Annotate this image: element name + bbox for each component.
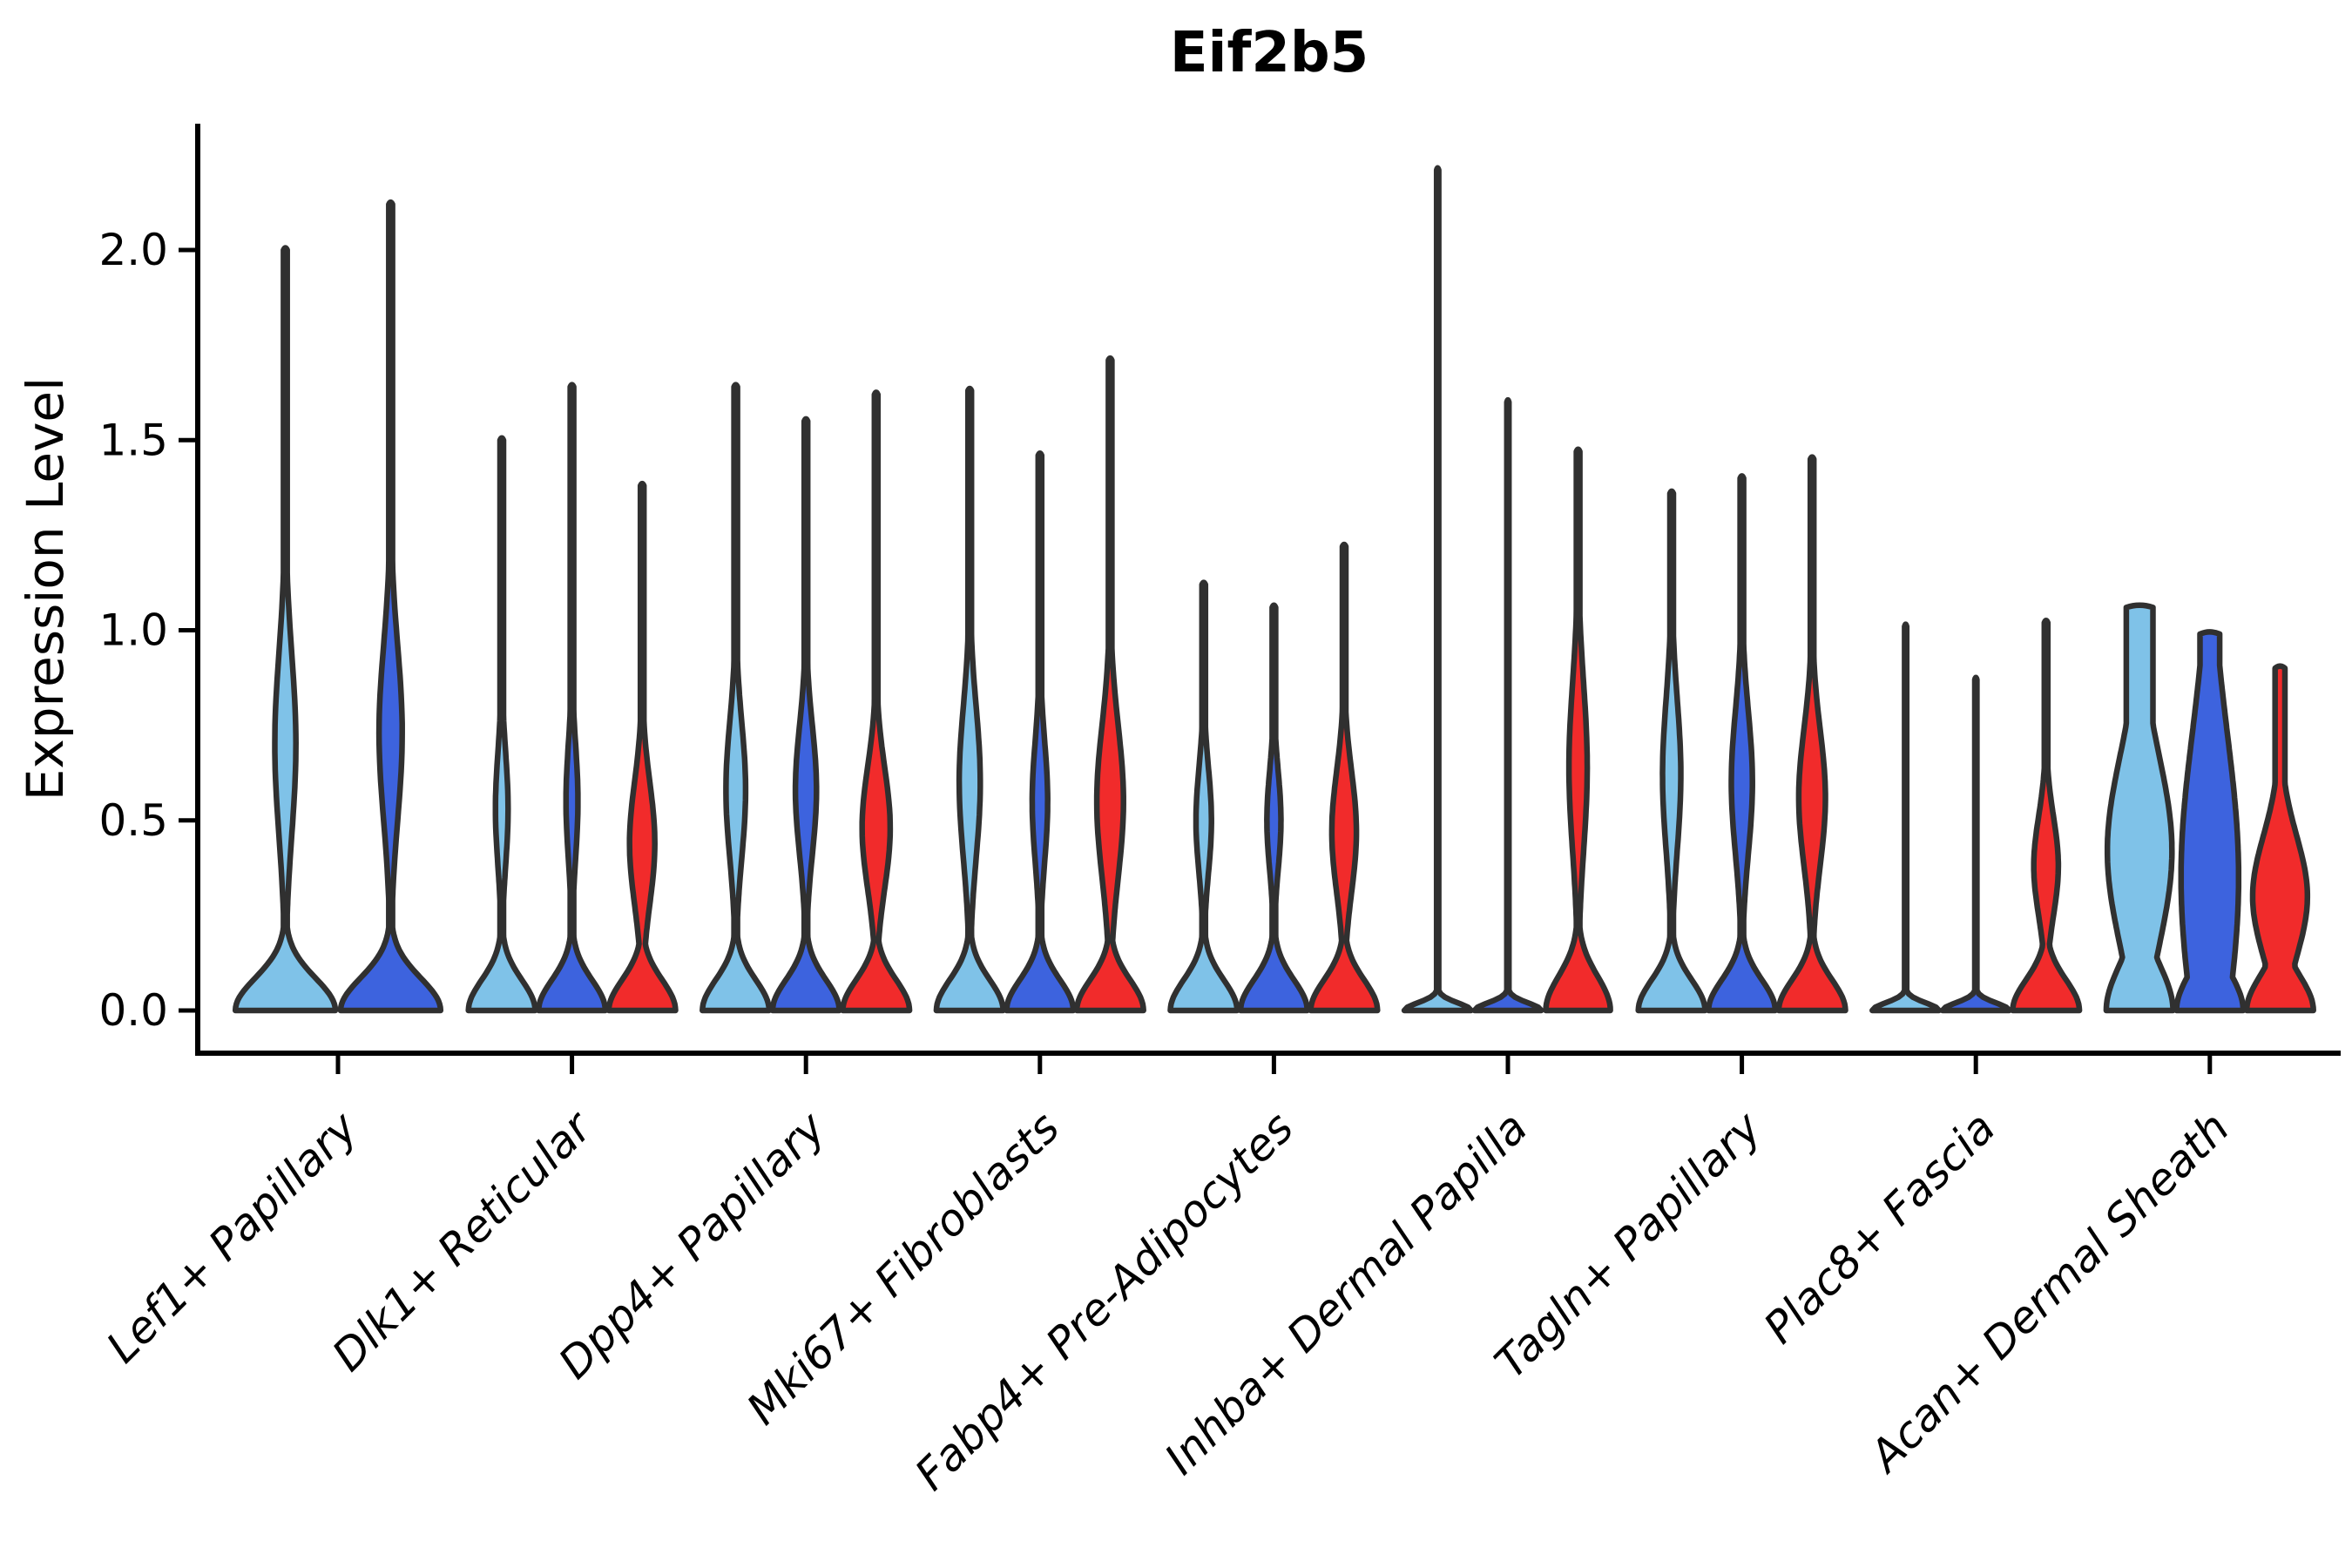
violin-plac8-fascia-s0 (1869, 621, 1943, 1014)
violin-mki67-fibroblasts-s2 (1073, 355, 1146, 1014)
violin-mki67-fibroblasts-s0 (933, 385, 1006, 1014)
violin-acan-dermal-sheath-s1 (2173, 629, 2247, 1014)
violin-tagln-papillary-s2 (1775, 454, 1848, 1014)
violin-dlk1-reticular-s2 (605, 480, 679, 1014)
violin-plac8-fascia-s2 (2010, 618, 2083, 1014)
violin-dpp4-papillary-s0 (700, 382, 773, 1014)
chart-title: Eif2b5 (1170, 21, 1369, 85)
violin-dpp4-papillary-s2 (840, 389, 913, 1014)
violin-shapes (232, 165, 2316, 1014)
violin-mki67-fibroblasts-s1 (1004, 450, 1077, 1014)
violin-lef1-papillary-s1 (337, 199, 444, 1014)
violin-fabp4-pre-adipocytes-s0 (1167, 579, 1240, 1014)
violin-fabp4-pre-adipocytes-s2 (1308, 541, 1381, 1014)
axis-spines (195, 124, 2341, 1056)
violin-inhba-dermal-papilla-s2 (1543, 446, 1613, 1014)
violin-acan-dermal-sheath-s0 (2103, 602, 2176, 1014)
y-tick-labels: 0.0 0.5 1.0 1.5 2.0 (98, 225, 168, 1036)
violin-inhba-dermal-papilla-s0 (1401, 165, 1474, 1014)
violin-dlk1-reticular-s0 (465, 435, 538, 1014)
axes (179, 124, 2341, 1074)
y-tick-label: 0.0 (98, 985, 168, 1036)
violin-tagln-papillary-s0 (1635, 488, 1708, 1014)
violin-acan-dermal-sheath-s2 (2243, 663, 2316, 1014)
y-tick-label: 1.5 (98, 415, 168, 465)
violin-inhba-dermal-papilla-s1 (1471, 396, 1544, 1014)
violin-fabp4-pre-adipocytes-s1 (1237, 602, 1310, 1014)
violin-dpp4-papillary-s1 (769, 416, 842, 1014)
y-tick-label: 2.0 (98, 225, 168, 275)
y-tick-label: 0.5 (98, 795, 168, 846)
violin-plac8-fascia-s1 (1939, 674, 2012, 1014)
y-tick-label: 1.0 (98, 605, 168, 656)
violin-tagln-papillary-s1 (1706, 473, 1779, 1014)
violin-lef1-papillary-s0 (232, 245, 339, 1014)
violin-dlk1-reticular-s1 (536, 382, 609, 1014)
y-axis-label: Expression Level (16, 377, 75, 801)
